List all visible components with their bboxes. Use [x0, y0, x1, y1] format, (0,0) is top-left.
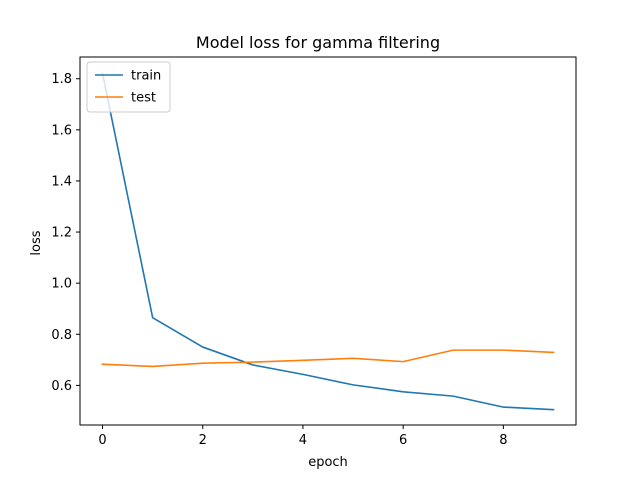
axis-ticks: 0 2 4 6 8 0.6 0.8 1.0 1.2 1.4 1.6 1.8	[51, 72, 507, 448]
x-tick-label: 2	[199, 433, 207, 448]
y-tick-label: 0.8	[51, 328, 72, 343]
chart-title: Model loss for gamma filtering	[196, 33, 440, 52]
y-tick-label: 1.2	[51, 226, 72, 241]
legend-label-train: train	[131, 69, 161, 84]
x-tick-label: 4	[299, 433, 307, 448]
x-tick-label: 0	[98, 433, 106, 448]
y-tick-label: 1.6	[51, 123, 72, 138]
y-axis-label: loss	[29, 230, 44, 255]
series-line-test	[101, 349, 555, 368]
y-tick-label: 1.0	[51, 277, 72, 292]
x-tick-label: 6	[399, 433, 407, 448]
plot-area	[101, 72, 555, 411]
y-tick-label: 1.4	[51, 174, 72, 189]
y-tick-label: 1.8	[51, 72, 72, 87]
legend-label-test: test	[131, 91, 156, 106]
x-tick-label: 8	[499, 433, 507, 448]
series-line-train	[101, 72, 555, 411]
legend: train test	[86, 61, 171, 113]
plot-frame	[79, 56, 577, 426]
x-axis-label: epoch	[308, 455, 348, 470]
y-tick-label: 0.6	[51, 379, 72, 394]
